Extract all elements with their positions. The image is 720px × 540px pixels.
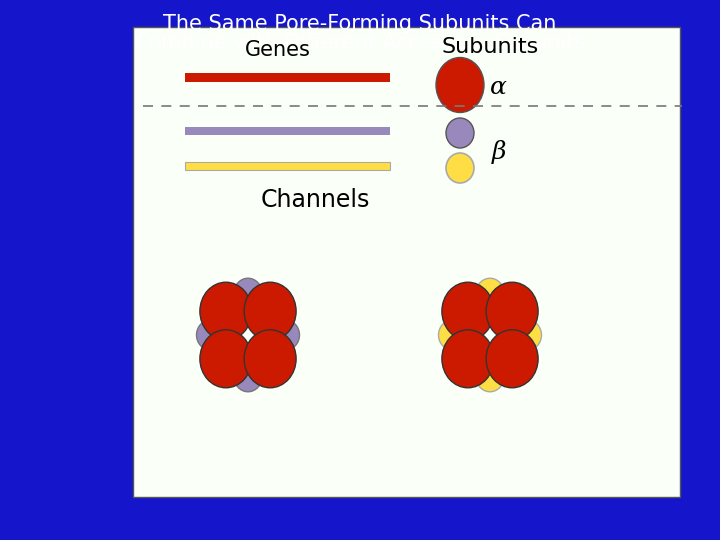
Ellipse shape [442, 330, 494, 388]
Text: Subunits: Subunits [441, 37, 539, 57]
Ellipse shape [200, 282, 252, 340]
Ellipse shape [476, 278, 504, 308]
Ellipse shape [234, 278, 262, 308]
Text: β: β [492, 140, 506, 164]
Ellipse shape [442, 282, 494, 340]
Bar [133, 27, 680, 497]
Text: Channels: Channels [261, 188, 369, 212]
Text: α: α [490, 76, 507, 98]
Ellipse shape [244, 330, 296, 388]
Ellipse shape [476, 362, 504, 392]
Ellipse shape [271, 320, 300, 350]
Bar [185, 162, 390, 170]
Ellipse shape [200, 330, 252, 388]
Ellipse shape [446, 118, 474, 148]
Ellipse shape [446, 153, 474, 183]
Ellipse shape [197, 320, 225, 350]
Ellipse shape [436, 57, 484, 112]
Text: Genes: Genes [245, 40, 311, 60]
Ellipse shape [234, 362, 262, 392]
Text: The Same Pore-Forming Subunits Can: The Same Pore-Forming Subunits Can [163, 14, 557, 34]
Ellipse shape [486, 282, 538, 340]
Bar [185, 127, 390, 135]
Bar [185, 73, 390, 82]
Ellipse shape [438, 320, 467, 350]
Ellipse shape [513, 320, 541, 350]
Ellipse shape [244, 282, 296, 340]
Ellipse shape [486, 330, 538, 388]
Text: Combine with Different Accessory Subunits: Combine with Different Accessory Subunit… [135, 33, 585, 53]
